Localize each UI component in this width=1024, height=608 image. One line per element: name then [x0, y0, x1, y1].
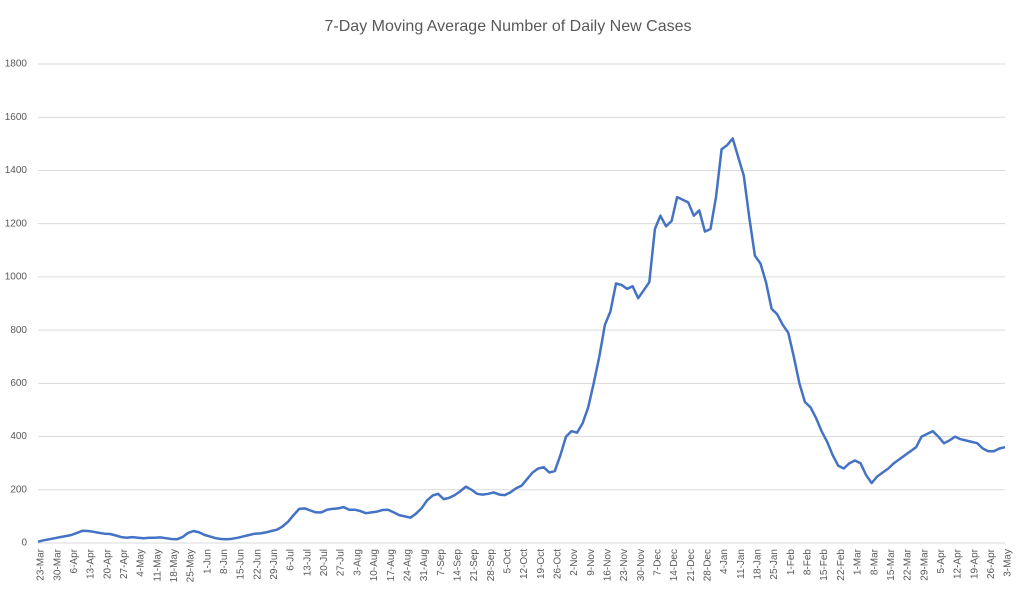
y-tick-label: 1400: [5, 165, 28, 176]
x-tick-label: 8-Feb: [803, 549, 814, 576]
x-tick-label: 3-May: [1003, 549, 1014, 577]
x-tick-label: 11-May: [152, 549, 163, 582]
y-tick-label: 200: [10, 484, 27, 495]
x-tick-label: 5-Oct: [502, 549, 513, 574]
x-tick-label: 13-Apr: [86, 548, 97, 579]
y-tick-label: 400: [10, 431, 27, 442]
x-tick-label: 15-Feb: [819, 549, 830, 581]
x-tick-label: 24-Aug: [402, 549, 413, 581]
x-tick-label: 29-Mar: [919, 548, 930, 580]
x-tick-label: 5-Apr: [936, 548, 947, 573]
x-tick-label: 6-Jul: [286, 549, 297, 571]
x-tick-label: 8-Mar: [869, 548, 880, 575]
x-tick-label: 21-Dec: [686, 549, 697, 581]
x-tick-label: 27-Apr: [119, 548, 130, 579]
x-tick-label: 10-Aug: [369, 549, 380, 581]
x-tick-label: 4-May: [136, 549, 147, 577]
x-tick-label: 20-Apr: [102, 548, 113, 579]
x-tick-label: 20-Jul: [319, 549, 330, 576]
x-tick-label: 28-Dec: [703, 549, 714, 581]
line-series: [37, 137, 1006, 543]
x-tick-label: 17-Aug: [386, 549, 397, 581]
chart-title: 7-Day Moving Average Number of Daily New…: [325, 18, 692, 35]
x-tick-label: 28-Sep: [486, 549, 497, 582]
x-tick-label: 23-Nov: [619, 549, 630, 581]
x-tick-label: 29-Jun: [269, 549, 280, 580]
x-tick-label: 25-Jan: [769, 549, 780, 580]
x-tick-label: 1-Feb: [786, 549, 797, 576]
x-tick-label: 19-Apr: [969, 548, 980, 579]
x-tick-label: 18-May: [169, 549, 180, 582]
x-tick-label: 12-Oct: [519, 549, 530, 579]
x-tick-label: 26-Apr: [986, 548, 997, 579]
x-tick-label: 31-Aug: [419, 549, 430, 581]
y-tick-label: 1600: [5, 112, 28, 123]
x-tick-label: 23-Mar: [36, 548, 47, 580]
x-tick-label: 26-Oct: [552, 549, 563, 579]
y-tick-label: 600: [10, 378, 27, 389]
x-tick-label: 30-Nov: [636, 549, 647, 581]
x-tick-label: 30-Mar: [52, 548, 63, 580]
x-tick-label: 2-Nov: [569, 549, 580, 576]
x-tick-label: 7-Sep: [436, 549, 447, 576]
x-tick-label: 27-Jul: [336, 549, 347, 576]
x-tick-label: 12-Apr: [953, 548, 964, 579]
x-tick-label: 1-Jun: [202, 549, 213, 574]
x-tick-label: 22-Mar: [903, 548, 914, 580]
x-tick-label: 13-Jul: [302, 549, 313, 576]
x-tick-label: 3-Aug: [352, 549, 363, 576]
y-tick-label: 0: [21, 538, 27, 549]
x-tick-label: 11-Jan: [736, 549, 747, 579]
y-tick-label: 800: [10, 325, 27, 336]
x-tick-label: 14-Sep: [452, 549, 463, 582]
y-tick-label: 1200: [5, 218, 28, 229]
x-tick-label: 15-Jun: [236, 549, 247, 580]
x-tick-label: 15-Mar: [886, 548, 897, 580]
x-tick-label: 8-Jun: [219, 549, 230, 574]
x-tick-label: 14-Dec: [669, 549, 680, 581]
x-tick-label: 22-Jun: [252, 549, 263, 580]
x-tick-label: 1-Mar: [853, 548, 864, 575]
y-tick-label: 1800: [5, 59, 28, 70]
x-tick-label: 4-Jan: [719, 549, 730, 574]
y-tick-label: 1000: [5, 272, 28, 283]
x-tick-label: 25-May: [186, 549, 197, 582]
x-tick-label: 18-Jan: [753, 549, 764, 580]
x-tick-label: 21-Sep: [469, 549, 480, 582]
x-tick-label: 7-Dec: [653, 549, 664, 576]
x-tick-label: 6-Apr: [69, 548, 80, 573]
x-tick-label: 16-Nov: [603, 549, 614, 581]
x-tick-label: 9-Nov: [586, 549, 597, 576]
x-tick-label: 19-Oct: [536, 549, 547, 579]
x-tick-label: 22-Feb: [836, 549, 847, 581]
